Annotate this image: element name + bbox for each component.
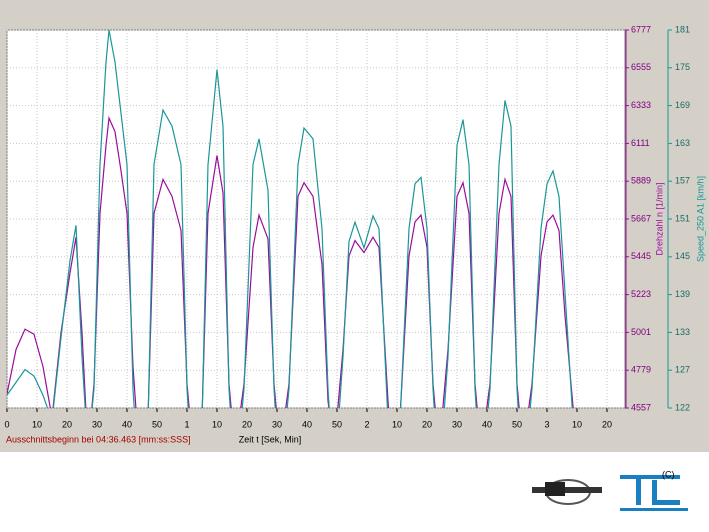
x-tick-label: 10 — [572, 419, 582, 429]
y2-tick-label: 151 — [675, 213, 690, 223]
x-tick-label: 20 — [62, 419, 72, 429]
y2-tick-label: 145 — [675, 251, 690, 261]
x-tick-label: 20 — [422, 419, 432, 429]
x-tick-label: 50 — [332, 419, 342, 429]
x-tick-label: 30 — [92, 419, 102, 429]
y-tick-label: 6777 — [631, 24, 651, 34]
data-line — [7, 115, 574, 408]
x-tick-label: 50 — [512, 419, 522, 429]
x-tick-label: 50 — [152, 419, 162, 429]
annotation: Ausschnittsbeginn bei 04:36.463 [mm:ss:S… — [6, 434, 191, 444]
copyright: (C) — [662, 469, 675, 479]
y-tick-label: 5223 — [631, 289, 651, 299]
y-tick-label: 4779 — [631, 365, 651, 375]
logo-tl — [620, 475, 688, 511]
x-tick-label: 0 — [4, 419, 9, 429]
x-tick-label: 40 — [482, 419, 492, 429]
y-tick-label: 6111 — [631, 138, 650, 148]
x-tick-label: 20 — [602, 419, 612, 429]
x-tick-label: 10 — [212, 419, 222, 429]
y2-tick-label: 169 — [675, 100, 690, 110]
x-tick-label: 3 — [544, 419, 549, 429]
y2-tick-label: 175 — [675, 62, 690, 72]
x-tick-label: 40 — [302, 419, 312, 429]
x-tick-label: 30 — [452, 419, 462, 429]
y-tick-label: 5667 — [631, 213, 651, 223]
data-line — [7, 30, 573, 408]
y-axis-title: Drehzahl n [1/min] — [654, 182, 664, 255]
y2-tick-label: 133 — [675, 327, 690, 337]
x-tick-label: 1 — [184, 419, 189, 429]
x-axis-title: Zeit t [Sek, Min] — [239, 434, 302, 444]
y2-tick-label: 157 — [675, 176, 690, 186]
y2-tick-label: 122 — [675, 402, 690, 412]
x-tick-label: 10 — [392, 419, 402, 429]
logo-train — [532, 479, 602, 505]
y2-tick-label: 181 — [675, 24, 690, 34]
y-tick-label: 5889 — [631, 176, 651, 186]
y2-tick-label: 139 — [675, 289, 690, 299]
y2-tick-label: 163 — [675, 138, 690, 148]
x-tick-label: 20 — [242, 419, 252, 429]
x-tick-label: 10 — [32, 419, 42, 429]
x-tick-label: 30 — [272, 419, 282, 429]
y2-tick-label: 127 — [675, 365, 690, 375]
x-tick-label: 2 — [364, 419, 369, 429]
y-tick-label: 5445 — [631, 251, 651, 261]
y-tick-label: 6555 — [631, 62, 651, 72]
y-tick-label: 6333 — [631, 100, 651, 110]
y2-axis-title: Speed_250 A1 [km/h] — [695, 176, 705, 262]
y-tick-label: 5001 — [631, 327, 651, 337]
x-tick-label: 40 — [122, 419, 132, 429]
y-tick-label: 4557 — [631, 402, 651, 412]
